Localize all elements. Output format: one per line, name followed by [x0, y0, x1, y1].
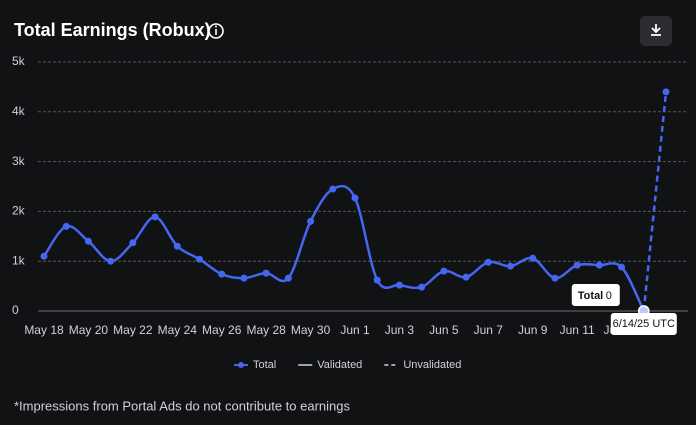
download-button[interactable]	[640, 16, 672, 46]
series-line	[42, 184, 645, 312]
data-point	[440, 267, 448, 275]
tooltip-label: Total	[578, 290, 603, 302]
info-icon[interactable]	[208, 23, 224, 39]
data-point	[395, 281, 403, 289]
x-tick-label: May 18	[24, 323, 64, 337]
y-tick-label: 1k	[12, 253, 26, 267]
data-point	[351, 194, 359, 202]
tooltip: Total 0 6/14/25 UTC	[571, 284, 677, 335]
data-point	[329, 185, 337, 193]
legend-item: Validated	[298, 359, 362, 371]
x-tick-label: May 30	[291, 323, 331, 337]
data-point	[151, 213, 159, 221]
data-point	[129, 239, 137, 247]
x-tick-label: Jun 3	[385, 323, 415, 337]
tooltip-date: 6/14/25 UTC	[613, 318, 675, 330]
tooltip-box	[571, 284, 620, 306]
footnote: *Impressions from Portal Ads do not cont…	[14, 398, 351, 413]
data-point	[573, 261, 581, 269]
data-point	[173, 242, 181, 250]
data-point	[484, 258, 492, 266]
legend-label: Validated	[317, 359, 362, 371]
legend-dot	[238, 362, 244, 368]
date-box	[610, 313, 677, 335]
x-tick-label: May 24	[158, 323, 198, 337]
data-point	[529, 254, 537, 262]
x-tick-label: Jun 7	[474, 323, 504, 337]
y-tick-label: 5k	[12, 54, 26, 68]
x-tick-label: Jun 11	[560, 323, 595, 337]
data-point	[107, 257, 115, 265]
data-point	[262, 269, 270, 277]
y-tick-label: 4k	[12, 104, 26, 118]
data-point	[84, 237, 92, 245]
legend-item: Total	[234, 359, 276, 371]
legend-item: Unvalidated	[384, 359, 461, 371]
legend-label: Total	[253, 359, 276, 371]
data-point	[40, 252, 48, 260]
tooltip-value: 0	[606, 290, 612, 302]
y-tick-label: 2k	[12, 204, 26, 218]
x-tick-label: Jun 5	[429, 323, 459, 337]
y-tick-label: 0	[12, 303, 19, 317]
data-point	[595, 261, 603, 269]
data-point	[62, 222, 70, 230]
data-point	[373, 276, 381, 284]
x-tick-label: Jun 9	[518, 323, 548, 337]
y-tick-label: 3k	[12, 154, 26, 168]
legend-label: Unvalidated	[403, 359, 461, 371]
data-point	[307, 217, 315, 225]
data-point	[618, 263, 626, 271]
x-tick-label: May 28	[246, 323, 286, 337]
data-point	[196, 255, 203, 263]
series-line	[642, 91, 668, 312]
chart-title: Total Earnings (Robux)	[14, 20, 211, 40]
x-tick-label: Jun 1	[340, 323, 370, 337]
x-tick-label: May 22	[113, 323, 153, 337]
data-point	[462, 273, 470, 281]
data-point	[551, 274, 559, 282]
x-tick-label: May 26	[202, 323, 242, 337]
data-point	[418, 283, 426, 291]
data-point	[507, 262, 514, 270]
data-point	[240, 274, 248, 282]
data-point	[662, 88, 670, 96]
data-point	[284, 274, 292, 282]
x-tick-label: May 20	[69, 323, 109, 337]
data-point	[218, 270, 226, 278]
